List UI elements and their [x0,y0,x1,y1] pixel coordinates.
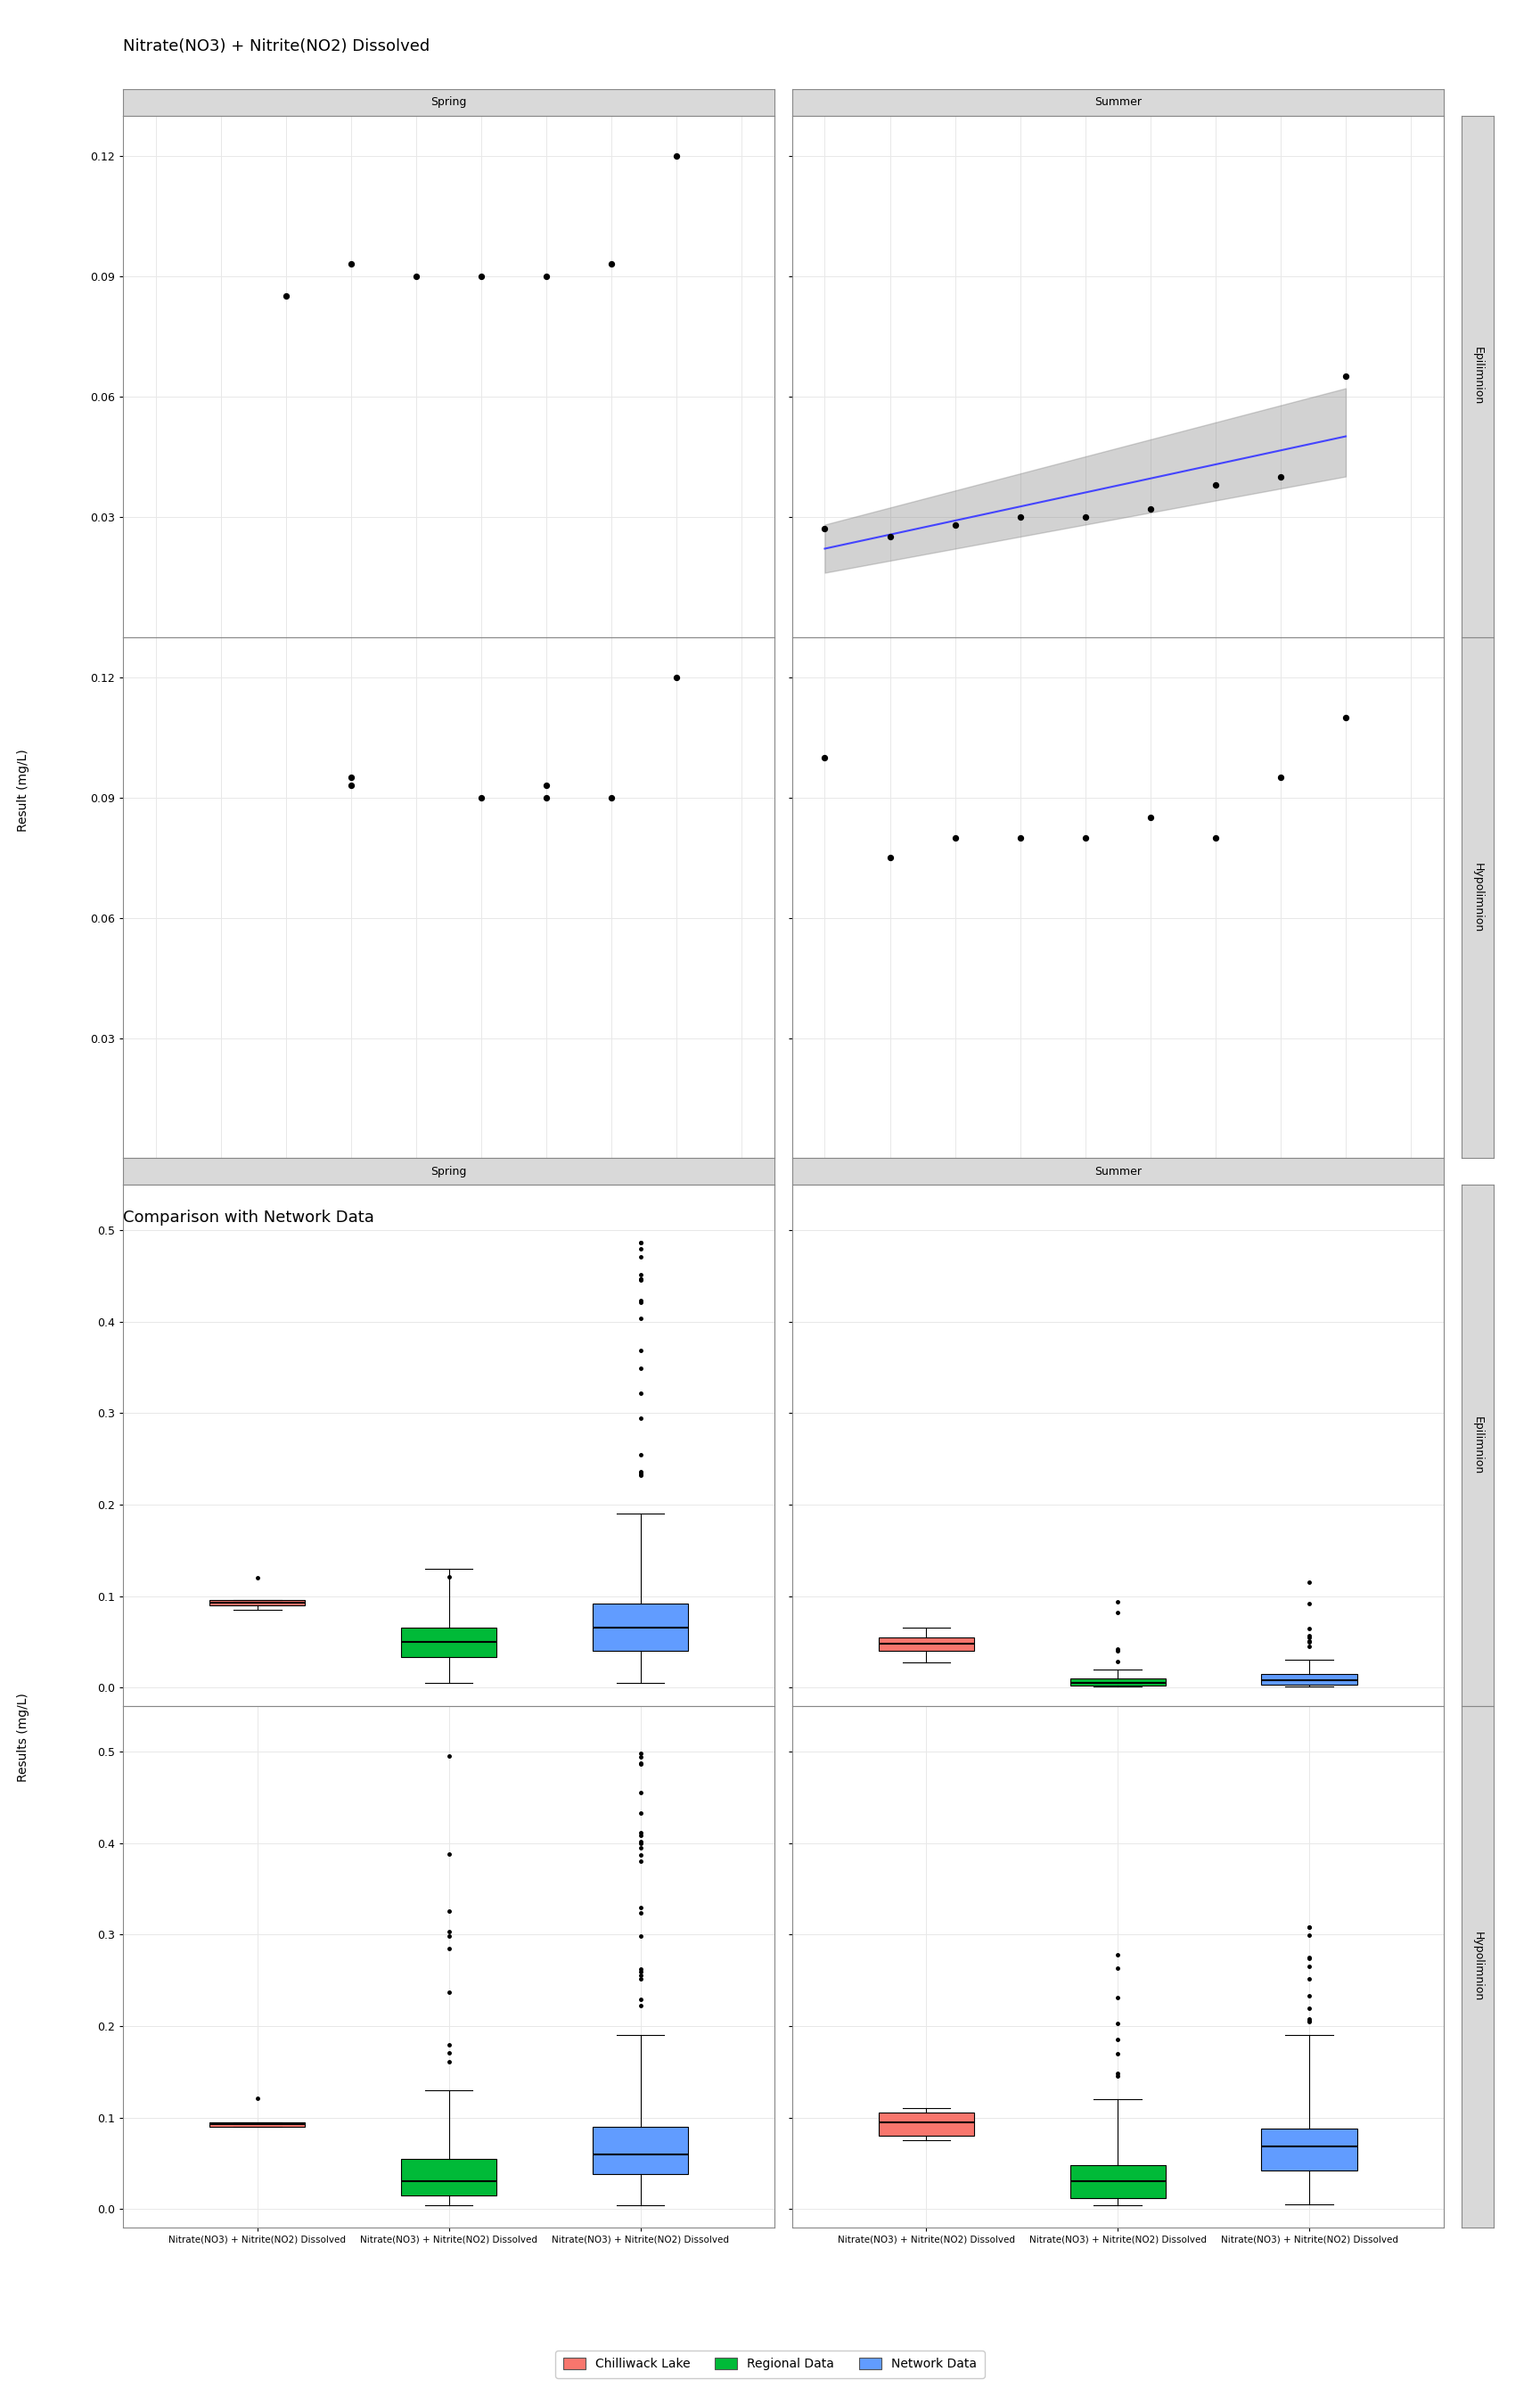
PathPatch shape [1261,2128,1357,2171]
Point [1334,697,1358,736]
Point [470,256,494,295]
PathPatch shape [400,2159,497,2195]
PathPatch shape [400,1629,497,1658]
Point [339,244,363,283]
PathPatch shape [209,2123,305,2128]
Point [878,839,902,877]
Point [1269,757,1294,795]
PathPatch shape [1261,1675,1357,1684]
Text: Hypolimnion: Hypolimnion [1472,863,1483,932]
Point [534,767,559,805]
Text: Nitrate(NO3) + Nitrite(NO2) Dissolved: Nitrate(NO3) + Nitrite(NO2) Dissolved [123,38,430,55]
PathPatch shape [878,1636,975,1651]
PathPatch shape [209,1601,305,1605]
Point [1073,819,1098,858]
Point [813,510,838,549]
Point [878,518,902,556]
Point [274,278,299,316]
Point [1203,465,1227,503]
Point [1138,489,1163,527]
PathPatch shape [1070,1677,1166,1687]
Point [470,779,494,817]
Text: Summer: Summer [1095,96,1141,108]
Text: Result (mg/L): Result (mg/L) [17,750,29,831]
PathPatch shape [593,1603,688,1651]
Point [1073,498,1098,537]
Point [1138,798,1163,836]
Point [339,767,363,805]
Point [339,757,363,795]
Point [942,819,967,858]
Point [813,738,838,776]
Point [1007,498,1032,537]
Text: Summer: Summer [1095,1164,1141,1176]
Point [1007,819,1032,858]
Point [599,244,624,283]
Text: Comparison with Network Data: Comparison with Network Data [123,1210,374,1227]
Text: Epilimnion: Epilimnion [1472,1416,1483,1474]
Point [664,137,688,175]
Point [599,779,624,817]
Text: Results (mg/L): Results (mg/L) [17,1692,29,1783]
Point [1269,458,1294,496]
Point [942,506,967,544]
Text: Spring: Spring [431,96,467,108]
PathPatch shape [878,2113,975,2135]
Point [534,779,559,817]
PathPatch shape [1070,2166,1166,2197]
Point [403,256,428,295]
PathPatch shape [593,2128,688,2173]
Point [664,659,688,697]
Text: Epilimnion: Epilimnion [1472,347,1483,405]
Point [1203,819,1227,858]
Legend: Chilliwack Lake, Regional Data, Network Data: Chilliwack Lake, Regional Data, Network … [556,2350,984,2377]
Point [1334,357,1358,395]
Text: Spring: Spring [431,1164,467,1176]
Point [534,256,559,295]
Text: Hypolimnion: Hypolimnion [1472,1931,1483,2001]
